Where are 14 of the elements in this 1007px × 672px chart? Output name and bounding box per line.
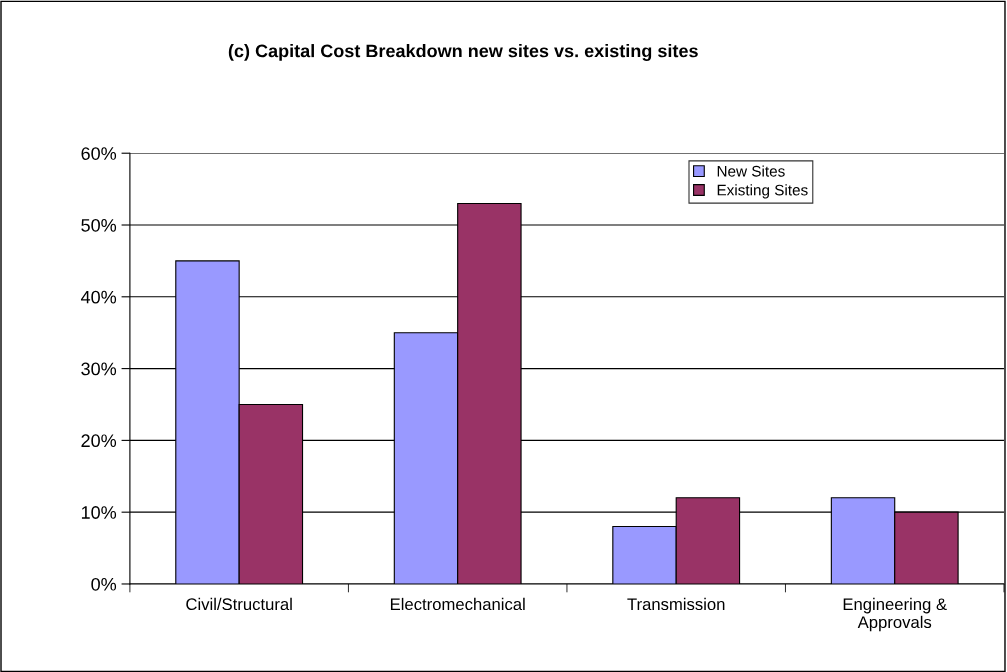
y-tick-label: 30% [81, 362, 117, 376]
y-tick-label: 60% [81, 147, 117, 160]
x-tick-label: Engineering & Approvals [843, 597, 947, 632]
x-tick-label: Transmission [627, 597, 725, 611]
legend-label: New Sites [717, 165, 785, 177]
y-tick-label: 50% [81, 218, 117, 232]
chart-title: (c) Capital Cost Breakdown new sites vs. existing sites [228, 44, 698, 61]
y-tick-label: 40% [80, 290, 117, 304]
y-tick-label: 20% [81, 434, 117, 448]
x-tick-label: Civil/Structural [186, 597, 292, 611]
y-tick-label: 0% [91, 577, 117, 591]
x-tick-label: Electromechanical [390, 597, 525, 611]
y-tick-label: 10% [81, 506, 117, 519]
legend-label: Existing Sites [717, 184, 808, 199]
